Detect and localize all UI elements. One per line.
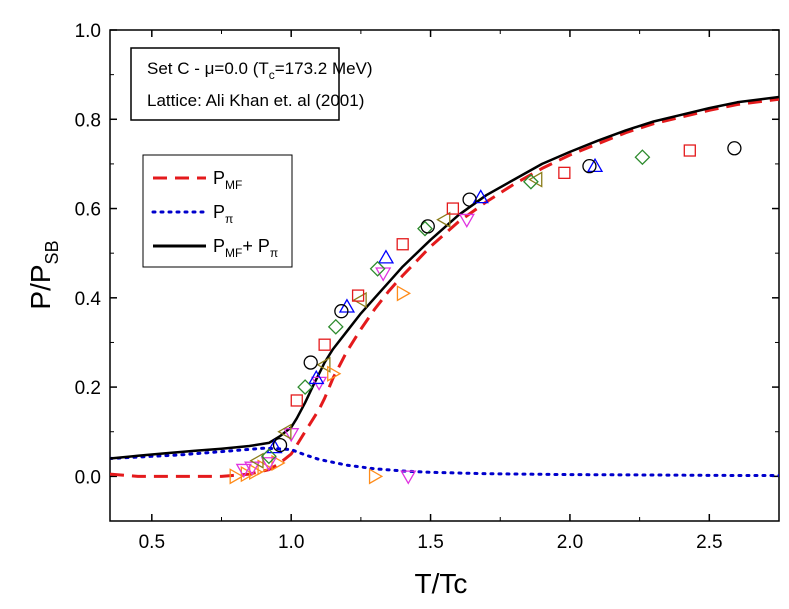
y-tick-label: 0.4	[75, 289, 102, 310]
lattice-point-triangle-right	[257, 459, 272, 476]
lattice-point-triangle-up	[586, 157, 604, 173]
lattice-point-triangle-left	[277, 423, 292, 440]
lattice-point-circle	[582, 158, 597, 174]
lattice-point-triangle-left	[249, 452, 264, 469]
x-tick-label: 1.5	[417, 532, 443, 553]
lattice-point-circle	[334, 304, 349, 319]
lattice-point-triangle-down	[458, 213, 475, 229]
annotation-line1-mu: μ=0.0 (T	[205, 59, 269, 78]
y-tick-label: 0.8	[75, 110, 101, 131]
y-axis-title: P/PSB	[25, 240, 62, 309]
lattice-point-diamond	[297, 379, 314, 396]
y-tick-label: 0.6	[75, 200, 101, 221]
lattice-point-triangle-right	[368, 468, 384, 485]
legend-label-psum: PMF+ Pπ	[213, 236, 278, 260]
lattice-point-triangle-down	[400, 470, 417, 485]
lattice-point-square	[351, 289, 365, 302]
plot-area: 0.5 1.0 1.5 2.0 2.5 0.0 0.2 0.4 0.6 0.8 1.0	[75, 21, 780, 553]
lattice-point-triangle-down	[260, 457, 278, 472]
lattice-point-circle	[420, 219, 435, 234]
lattice-point-triangle-right	[327, 365, 342, 382]
series-line-pmf	[110, 97, 779, 478]
lattice-point-circle	[462, 192, 477, 207]
lattice-point-triangle-right	[229, 468, 244, 485]
lattice-point-triangle-up	[472, 189, 489, 204]
lattice-point-diamond	[634, 149, 651, 166]
x-tick-label: 2.0	[557, 532, 583, 553]
lattice-point-circle	[303, 355, 318, 370]
lattice-point-square	[446, 202, 460, 215]
lattice-point-diamond	[260, 448, 277, 465]
lattice-point-triangle-left	[352, 291, 367, 309]
lattice-point-triangle-right	[271, 454, 286, 472]
lattice-point-diamond	[522, 173, 539, 190]
lattice-point-square	[290, 394, 303, 407]
x-axis-title: T/Tc	[415, 568, 468, 599]
lattice-point-square	[558, 166, 571, 179]
x-tick-label: 1.0	[278, 532, 304, 553]
lattice-point-triangle-up	[266, 439, 283, 454]
lattice-point-triangle-up	[308, 369, 325, 385]
lattice-point-circle	[727, 141, 742, 156]
y-tick-label: 1.0	[75, 21, 101, 42]
x-tick-label: 0.5	[139, 532, 165, 553]
lattice-point-square	[318, 338, 331, 351]
lattice-point-triangle-right	[396, 285, 411, 302]
lattice-point-diamond	[369, 260, 386, 277]
series-line-p	[110, 446, 779, 477]
lattice-point-triangle-down	[235, 463, 252, 478]
lattice-point-triangle-left	[436, 211, 451, 228]
lattice-point-triangle-up	[338, 298, 356, 313]
legend-label-pmf: PMF	[213, 168, 242, 192]
lattice-point-square	[683, 144, 696, 157]
lattice-point-circle	[272, 437, 288, 453]
lattice-point-triangle-left	[316, 356, 331, 373]
y-tick-label: 0.2	[75, 378, 101, 399]
legend-label-ppi: Pπ	[213, 202, 233, 226]
lattice-point-diamond	[417, 220, 433, 237]
x-tick-label: 2.5	[696, 532, 722, 553]
plot-frame	[109, 29, 780, 522]
lattice-point-square	[396, 238, 409, 251]
series-line-pmfp	[110, 95, 779, 460]
lattice-point-triangle-up	[377, 249, 395, 264]
annotation-line1-sub: c	[269, 68, 275, 82]
lattice-point-triangle-left	[528, 171, 543, 188]
annotation-line1-pre: Set C -	[147, 59, 205, 78]
lattice-point-diamond	[327, 318, 344, 335]
y-tick-label: 0.0	[75, 467, 101, 488]
annotation-line1-post: =173.2 MeV)	[275, 59, 373, 78]
annotation-line2: Lattice: Ali Khan et. al (2001)	[147, 91, 364, 110]
svg-text:Set C - μ=0.0 (Tc=173.2 MeV): Set C - μ=0.0 (Tc=173.2 MeV)	[147, 59, 373, 82]
legend: PMF Pπ PMF+ Pπ	[142, 154, 293, 268]
annotation-box: Set C - μ=0.0 (Tc=173.2 MeV) Lattice: Al…	[130, 47, 373, 121]
